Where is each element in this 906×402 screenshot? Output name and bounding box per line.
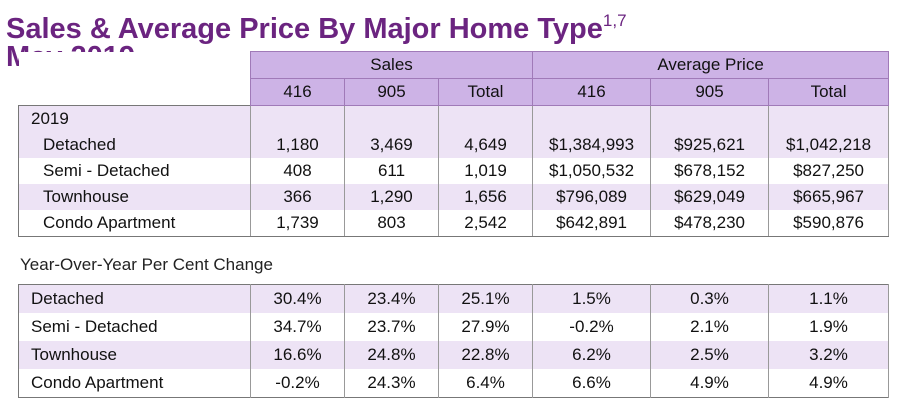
- table-cell: 1,739: [250, 210, 345, 237]
- table-cell: $1,050,532: [532, 158, 652, 184]
- report-title-text: Sales & Average Price By Major Home Type: [6, 13, 603, 45]
- table-cell: $1,042,218: [768, 132, 890, 158]
- table-cell: $827,250: [768, 158, 890, 184]
- table-cell: 803: [344, 210, 439, 237]
- title-footnote: 1,7: [602, 11, 627, 30]
- table-row: Detached 1,180 3,469 4,649 $1,384,993 $9…: [18, 132, 890, 158]
- row-label: Detached: [18, 132, 251, 158]
- table-cell: 30.4%: [250, 284, 345, 313]
- table-cell: 16.6%: [250, 341, 345, 369]
- col-header-sales-416: 416: [250, 78, 345, 106]
- table-row: Townhouse 16.6% 24.8% 22.8% 6.2% 2.5% 3.…: [18, 341, 889, 369]
- table-cell: 24.3%: [344, 369, 439, 398]
- table-cell: 3.2%: [768, 341, 889, 369]
- table-cell: 6.4%: [438, 369, 533, 398]
- column-header-row: 416 905 Total 416 905 Total: [18, 78, 890, 106]
- table-cell: 1,019: [438, 158, 534, 184]
- table-cell: 25.1%: [438, 284, 533, 313]
- table-cell: $925,621: [650, 132, 770, 158]
- table-cell: 34.7%: [250, 313, 345, 341]
- table-cell: 366: [250, 184, 345, 210]
- yoy-change-table: Detached 30.4% 23.4% 25.1% 1.5% 0.3% 1.1…: [18, 284, 889, 398]
- table-cell: -0.2%: [532, 313, 651, 341]
- table-cell: 1.1%: [768, 284, 889, 313]
- table-cell: 4,649: [438, 132, 534, 158]
- row-label: Detached: [18, 284, 251, 313]
- table-row: Townhouse 366 1,290 1,656 $796,089 $629,…: [18, 184, 890, 210]
- year-row: 2019: [18, 105, 890, 132]
- row-label: Condo Apartment: [18, 210, 251, 237]
- table-cell: 1.5%: [532, 284, 651, 313]
- report-title: Sales & Average Price By Major Home Type…: [6, 4, 627, 46]
- table-cell: $590,876: [768, 210, 890, 237]
- yoy-section-label: Year-Over-Year Per Cent Change: [20, 255, 273, 274]
- table-cell: 27.9%: [438, 313, 533, 341]
- table-cell: 1,290: [344, 184, 439, 210]
- table-cell: 2,542: [438, 210, 534, 237]
- header-spacer: [18, 51, 251, 79]
- table-cell: 6.6%: [532, 369, 651, 398]
- year-label: 2019: [18, 105, 251, 132]
- col-header-sales-905: 905: [344, 78, 439, 106]
- table-cell: $678,152: [650, 158, 770, 184]
- table-cell: 1.9%: [768, 313, 889, 341]
- row-label: Condo Apartment: [18, 369, 251, 398]
- group-header-row: Sales Average Price: [18, 51, 890, 79]
- avg-price-group-header: Average Price: [532, 51, 890, 79]
- table-cell: 0.3%: [650, 284, 769, 313]
- table-row: Condo Apartment -0.2% 24.3% 6.4% 6.6% 4.…: [18, 369, 889, 398]
- col-header-price-416: 416: [532, 78, 652, 106]
- table-cell: 1,180: [250, 132, 345, 158]
- table-cell: 2.5%: [650, 341, 769, 369]
- table-cell: $478,230: [650, 210, 770, 237]
- table-cell: $642,891: [532, 210, 652, 237]
- table-row: Condo Apartment 1,739 803 2,542 $642,891…: [18, 210, 890, 237]
- table-cell: -0.2%: [250, 369, 345, 398]
- table-cell: $796,089: [532, 184, 652, 210]
- table-cell: 6.2%: [532, 341, 651, 369]
- col-header-sales-total: Total: [437, 78, 534, 106]
- table-cell: $629,049: [650, 184, 770, 210]
- table-cell: $665,967: [768, 184, 890, 210]
- table-cell: $1,384,993: [532, 132, 652, 158]
- col-header-price-905: 905: [650, 78, 770, 106]
- table-cell: 611: [344, 158, 439, 184]
- table-row: Semi - Detached 34.7% 23.7% 27.9% -0.2% …: [18, 313, 889, 341]
- table-cell: 23.4%: [344, 284, 439, 313]
- table-row: Detached 30.4% 23.4% 25.1% 1.5% 0.3% 1.1…: [18, 284, 889, 313]
- table-cell: 2.1%: [650, 313, 769, 341]
- sales-price-table: Sales Average Price 416 905 Total 416 90…: [18, 51, 890, 237]
- table-cell: 408: [250, 158, 345, 184]
- row-label: Semi - Detached: [18, 158, 251, 184]
- table-cell: 1,656: [438, 184, 534, 210]
- table-cell: 22.8%: [438, 341, 533, 369]
- header-spacer: [18, 78, 251, 106]
- col-header-price-total: Total: [768, 78, 890, 106]
- row-label: Townhouse: [18, 184, 251, 210]
- table-cell: 23.7%: [344, 313, 439, 341]
- sales-group-header: Sales: [249, 51, 534, 79]
- table-cell: 3,469: [344, 132, 439, 158]
- table-cell: 24.8%: [344, 341, 439, 369]
- table-cell: 4.9%: [768, 369, 889, 398]
- row-label: Townhouse: [18, 341, 251, 369]
- table-cell: 4.9%: [650, 369, 769, 398]
- row-label: Semi - Detached: [18, 313, 251, 341]
- table-row: Semi - Detached 408 611 1,019 $1,050,532…: [18, 158, 890, 184]
